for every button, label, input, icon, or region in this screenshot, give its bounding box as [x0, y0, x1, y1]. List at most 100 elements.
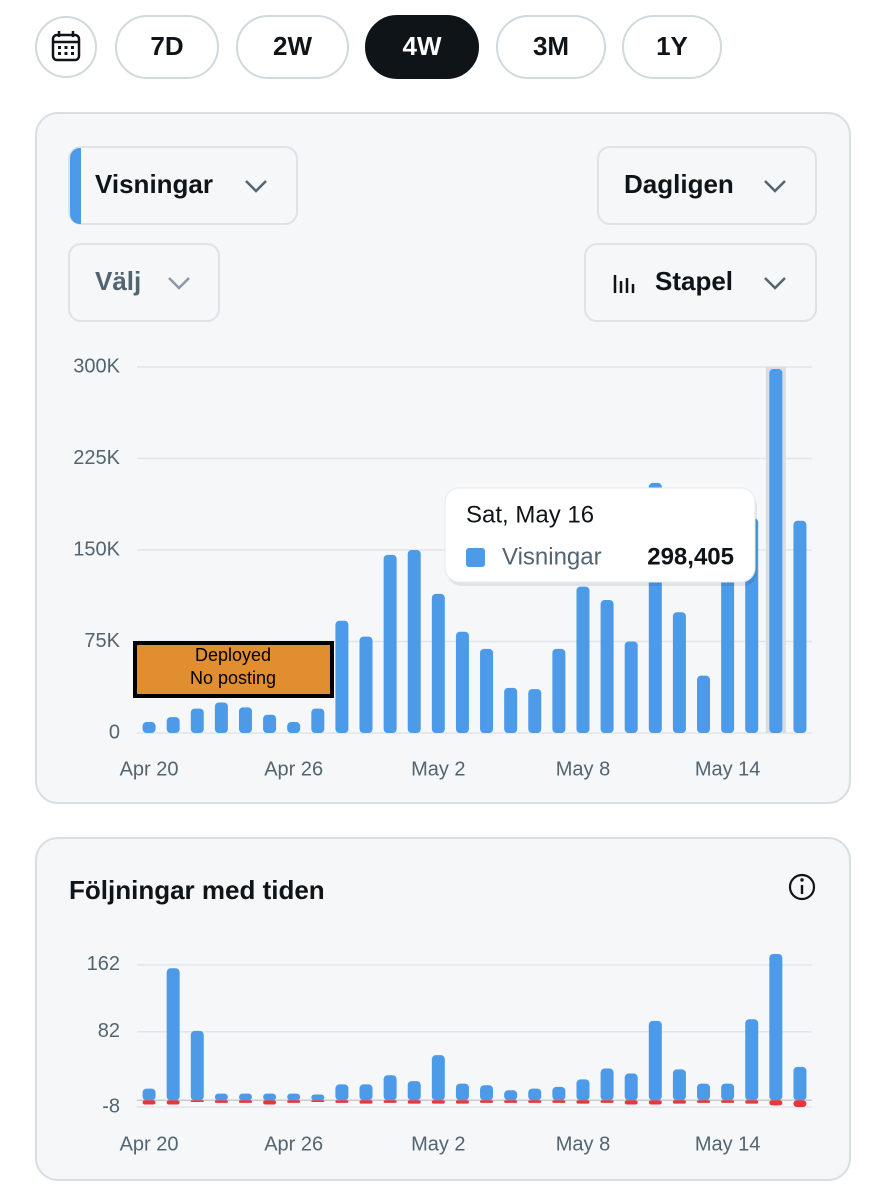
- info-icon[interactable]: [788, 873, 816, 901]
- metric-label: Visningar: [95, 169, 213, 199]
- y-tick-label: 0: [109, 721, 120, 743]
- bar: [769, 1100, 783, 1106]
- y-tick-label: 75K: [84, 630, 120, 652]
- tooltip-swatch: [466, 548, 485, 567]
- chart-style-dropdown[interactable]: Stapel: [584, 243, 817, 322]
- bar: [793, 1100, 807, 1107]
- bar: [190, 1030, 204, 1101]
- bar: [407, 1081, 421, 1101]
- bar: [576, 1079, 590, 1101]
- y-tick-label: 82: [98, 1020, 120, 1042]
- calendar-button[interactable]: [35, 16, 97, 78]
- bar: [287, 1100, 301, 1103]
- y-tick-label: 300K: [73, 355, 120, 377]
- x-tick-label: May 8: [556, 1133, 610, 1155]
- bar: [745, 1100, 759, 1104]
- bar: [455, 1083, 469, 1101]
- range-pill: [236, 15, 349, 79]
- compare-dropdown[interactable]: Välj: [68, 243, 220, 322]
- bar: [721, 1100, 735, 1103]
- bar: [672, 1069, 686, 1101]
- metric-dropdown[interactable]: Visningar: [68, 146, 298, 225]
- bar: [672, 612, 686, 733]
- bar: [697, 1100, 711, 1103]
- bar: [697, 1083, 711, 1101]
- bar: [287, 1093, 301, 1101]
- x-tick-label: Apr 26: [264, 1133, 323, 1155]
- bar: [528, 1100, 542, 1103]
- bar: [769, 368, 783, 733]
- bar: [287, 722, 301, 733]
- bar: [407, 1100, 421, 1104]
- tooltip-box: [444, 487, 756, 583]
- bar: [166, 717, 180, 733]
- bar: [263, 1100, 277, 1105]
- chart-style-label: Stapel: [655, 266, 733, 296]
- y-tick-label: 150K: [73, 538, 120, 560]
- bar: [142, 1100, 156, 1105]
- range-pill: [115, 15, 219, 79]
- bar: [142, 1088, 156, 1101]
- bar: [190, 708, 204, 733]
- bar: [793, 1066, 807, 1101]
- range-button[interactable]: 2W: [236, 15, 349, 79]
- x-tick-label: Apr 20: [120, 758, 179, 780]
- annotation-text: Deployed: [195, 645, 271, 665]
- bar: [600, 1100, 614, 1103]
- bar: [335, 1084, 349, 1101]
- range-button[interactable]: 1Y: [622, 15, 722, 79]
- bar: [238, 1100, 252, 1103]
- x-tick-label: May 14: [695, 1133, 761, 1155]
- bar: [672, 1100, 686, 1104]
- y-tick-label: 162: [87, 953, 120, 975]
- bar: [238, 1093, 252, 1101]
- x-tick-label: May 14: [695, 758, 761, 780]
- compare-label: Välj: [95, 266, 141, 296]
- bar: [600, 600, 614, 733]
- bar: [648, 1100, 662, 1105]
- bar: [431, 1100, 445, 1104]
- annotation: Deployed No posting: [133, 641, 334, 698]
- range-label: 3M: [533, 31, 569, 61]
- bar: [697, 675, 711, 733]
- interval-dropdown[interactable]: Dagligen: [597, 146, 817, 225]
- bar: [455, 1100, 469, 1104]
- range-button[interactable]: 7D: [115, 15, 219, 79]
- tooltip-value: 298,405: [647, 543, 734, 570]
- bar: [480, 648, 494, 733]
- range-label: 4W: [403, 31, 442, 61]
- bar: [431, 1055, 445, 1101]
- bar: [504, 687, 518, 733]
- x-tick-label: May 2: [411, 758, 465, 780]
- bar: [721, 550, 735, 733]
- y-tick-label: 225K: [73, 447, 120, 469]
- bar: [214, 702, 228, 733]
- bar: [576, 1100, 590, 1104]
- bar: [311, 1094, 325, 1101]
- bar: [214, 1093, 228, 1101]
- y-tick-label: -8: [102, 1095, 120, 1117]
- range-button[interactable]: 3M: [496, 15, 606, 79]
- range-label: 7D: [150, 31, 183, 61]
- bar: [552, 1100, 566, 1103]
- bar: [480, 1085, 494, 1101]
- bar: [214, 1100, 228, 1103]
- bar: [576, 586, 590, 733]
- bar: [624, 641, 638, 733]
- bar: [504, 1090, 518, 1101]
- bar: [166, 1100, 180, 1105]
- x-tick-label: Apr 26: [264, 758, 323, 780]
- bar: [383, 1100, 397, 1103]
- range-pill: [496, 15, 606, 79]
- bar: [552, 1086, 566, 1101]
- bar: [335, 620, 349, 733]
- tooltip-series: Visningar: [502, 543, 602, 570]
- range-button[interactable]: 4W: [365, 15, 479, 79]
- bar: [263, 714, 277, 733]
- annotation-text: No posting: [190, 668, 276, 688]
- bar: [311, 1100, 325, 1102]
- bar: [455, 631, 469, 733]
- bar: [190, 1100, 204, 1102]
